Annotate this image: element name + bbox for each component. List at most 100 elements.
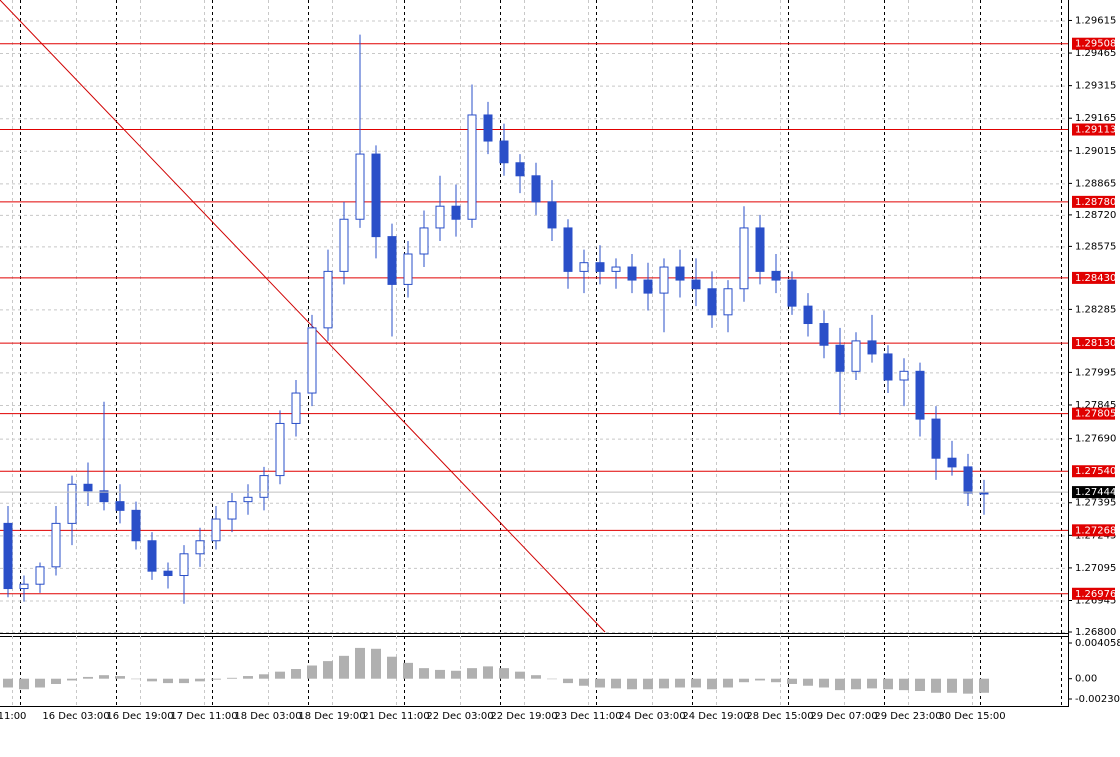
level-label-bg [1072, 271, 1115, 284]
histogram-bar [403, 662, 413, 679]
histogram-bar [419, 668, 429, 679]
level-label: 1.28780 [1075, 197, 1116, 208]
candle-body [99, 490, 109, 503]
candle-body [915, 370, 925, 420]
y-tick-label: 1.26800 [1075, 627, 1116, 638]
level-label-bg [1072, 123, 1115, 136]
level-label-bg [1072, 407, 1115, 420]
histogram-bar [211, 678, 221, 680]
level-label-bg [1072, 465, 1115, 478]
x-tick-label: 16 Dec 19:00 [106, 711, 173, 722]
trend-line [0, 0, 606, 633]
candle-body [739, 227, 749, 290]
histogram-bar [819, 678, 829, 688]
histogram-bar [883, 678, 893, 690]
histogram-bar [339, 655, 349, 679]
indicator-tick-label: 0.004058 [1075, 638, 1120, 649]
histogram-bar [835, 678, 845, 691]
x-tick-label: 28 Dec 15:00 [746, 711, 813, 722]
histogram-bar [691, 678, 701, 688]
candle-body [931, 418, 941, 459]
candle-body [899, 370, 909, 381]
histogram-bar [99, 675, 109, 679]
candle-body [755, 227, 765, 272]
histogram-bar [323, 661, 333, 679]
histogram-bar [531, 675, 541, 679]
histogram-bar [915, 678, 925, 692]
histogram-bar [115, 676, 125, 679]
level-label: 1.27540 [1075, 466, 1116, 477]
histogram-bar [35, 678, 45, 688]
y-tick-label: 1.26945 [1075, 596, 1116, 607]
candle-body [179, 553, 189, 577]
candle-body [515, 162, 525, 177]
histogram-bar [275, 671, 285, 679]
candle-body [643, 279, 653, 294]
candle-body [67, 483, 77, 524]
candle-body [243, 496, 253, 503]
candle-body [323, 270, 333, 329]
histogram-bar [163, 678, 173, 684]
y-tick-label: 1.27690 [1075, 434, 1116, 445]
histogram-bar [547, 678, 557, 680]
x-tick-label: 18 Dec 03:00 [234, 711, 301, 722]
y-tick-label: 1.29315 [1075, 81, 1116, 92]
candle-body [883, 353, 893, 381]
candle-body [387, 236, 397, 285]
level-label: 1.28130 [1075, 338, 1116, 349]
candle-body [451, 205, 461, 220]
candle-body [19, 583, 29, 590]
histogram-bar [739, 678, 749, 683]
y-tick-label: 1.27395 [1075, 498, 1116, 509]
level-label: 1.26976 [1075, 589, 1116, 600]
histogram-bar [851, 678, 861, 690]
y-tick-label: 1.29015 [1075, 146, 1116, 157]
histogram-bar [723, 678, 733, 688]
histogram-bar [243, 676, 253, 679]
histogram-bar [387, 656, 397, 679]
candle-body [691, 279, 701, 290]
y-tick-label: 1.29615 [1075, 15, 1116, 26]
candle-body [579, 262, 589, 272]
histogram-bar [307, 665, 317, 679]
y-tick-label: 1.28720 [1075, 210, 1116, 221]
histogram-bar [227, 677, 237, 679]
histogram-bar [643, 678, 653, 690]
indicator-tick-label: -0.002307 [1075, 694, 1120, 705]
candle-body [835, 344, 845, 372]
candle-body [963, 466, 973, 494]
candle-body [115, 501, 125, 511]
candle-body [563, 227, 573, 272]
histogram-bar [675, 678, 685, 688]
histogram-bar [899, 678, 909, 691]
candle-body [371, 153, 381, 238]
level-label: 1.27805 [1075, 409, 1116, 420]
candle-body [419, 227, 429, 255]
level-label: 1.29113 [1075, 125, 1116, 136]
x-tick-label: 24 Dec 03:00 [618, 711, 685, 722]
level-label-bg [1072, 587, 1115, 600]
candle-body [211, 518, 221, 542]
level-label: 1.28430 [1075, 273, 1116, 284]
histogram-bar [947, 678, 957, 693]
histogram-bar [371, 648, 381, 679]
histogram-bar [787, 678, 797, 684]
histogram-bar [291, 669, 301, 679]
candle-body [307, 327, 317, 394]
histogram-bar [659, 678, 669, 689]
candle-body [627, 266, 637, 281]
histogram-bar [131, 678, 141, 680]
candle-body [291, 392, 301, 424]
x-tick-label: 24 Dec 19:00 [682, 711, 749, 722]
candle-body [611, 266, 621, 272]
histogram-bar [483, 666, 493, 679]
candle-body [147, 540, 157, 572]
candle-body [163, 570, 173, 577]
x-tick-label: 23 Dec 11:00 [554, 711, 621, 722]
histogram-bar [3, 678, 13, 688]
histogram-bar [755, 678, 765, 681]
level-label: 1.29508 [1075, 39, 1116, 50]
candle-body [723, 288, 733, 316]
histogram-bar [707, 678, 717, 690]
y-tick-label: 1.29465 [1075, 48, 1116, 59]
